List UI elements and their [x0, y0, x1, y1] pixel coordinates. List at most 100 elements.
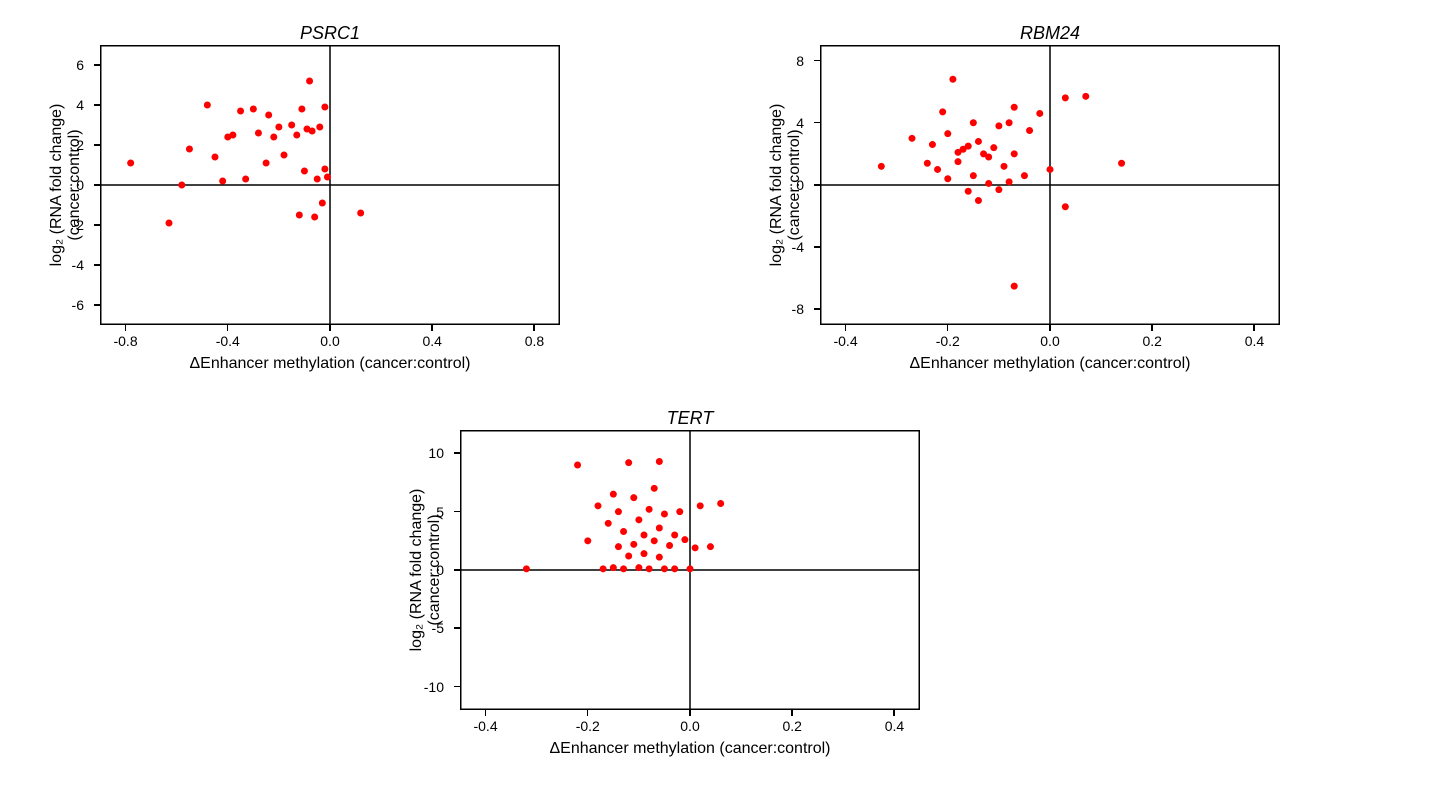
data-point: [656, 525, 663, 532]
data-point: [661, 565, 668, 572]
data-point: [263, 160, 270, 167]
data-point: [970, 119, 977, 126]
x-tick-label: 0.2: [782, 718, 801, 734]
data-point: [610, 564, 617, 571]
data-point: [697, 502, 704, 509]
x-tick-label: 0.0: [1040, 333, 1059, 349]
data-point: [681, 536, 688, 543]
x-tick-label: -0.4: [473, 718, 497, 734]
plot-area: [100, 45, 560, 325]
data-point: [717, 500, 724, 507]
data-point: [1011, 150, 1018, 157]
y-axis-label: log₂ (RNA fold change)(cancer:control): [48, 45, 85, 325]
data-point: [309, 128, 316, 135]
data-point: [687, 565, 694, 572]
data-point: [319, 200, 326, 207]
scatter-panel-tert: TERT-0.4-0.20.00.20.4-10-50510ΔEnhancer …: [460, 430, 920, 710]
data-point: [306, 78, 313, 85]
data-point: [651, 485, 658, 492]
data-point: [666, 542, 673, 549]
data-point: [975, 138, 982, 145]
data-point: [692, 544, 699, 551]
data-point: [1006, 178, 1013, 185]
data-point: [970, 172, 977, 179]
data-point: [620, 528, 627, 535]
data-point: [316, 124, 323, 131]
data-point: [949, 76, 956, 83]
data-point: [620, 565, 627, 572]
data-point: [270, 134, 277, 141]
data-point: [186, 146, 193, 153]
data-point: [242, 176, 249, 183]
data-point: [296, 212, 303, 219]
y-axis-label: log₂ (RNA fold change)(cancer:control): [768, 45, 805, 325]
data-point: [1036, 110, 1043, 117]
data-point: [584, 537, 591, 544]
scatter-panel-psrc1: PSRC1-0.8-0.40.00.40.8-6-4-20246ΔEnhance…: [100, 45, 560, 325]
data-point: [357, 210, 364, 217]
x-tick-label: 0.4: [1245, 333, 1264, 349]
data-point: [641, 532, 648, 539]
data-point: [707, 543, 714, 550]
data-point: [646, 506, 653, 513]
data-point: [995, 122, 1002, 129]
data-point: [909, 135, 916, 142]
data-point: [965, 143, 972, 150]
x-tick-label: 0.4: [422, 333, 441, 349]
x-tick-label: -0.4: [833, 333, 857, 349]
data-point: [630, 541, 637, 548]
data-point: [924, 160, 931, 167]
data-point: [965, 188, 972, 195]
data-point: [1082, 93, 1089, 100]
x-tick-label: -0.4: [216, 333, 240, 349]
plot-area: [460, 430, 920, 710]
data-point: [975, 197, 982, 204]
data-point: [635, 564, 642, 571]
data-point: [1062, 94, 1069, 101]
data-point: [212, 154, 219, 161]
data-point: [955, 158, 962, 165]
data-point: [127, 160, 134, 167]
data-point: [250, 106, 257, 113]
data-point: [671, 532, 678, 539]
scatter-panel-rbm24: RBM24-0.4-0.20.00.20.4-8-4048ΔEnhancer m…: [820, 45, 1280, 325]
data-point: [574, 462, 581, 469]
plot-title: TERT: [460, 408, 920, 429]
x-tick-label: -0.8: [113, 333, 137, 349]
data-point: [985, 180, 992, 187]
data-point: [934, 166, 941, 173]
data-point: [324, 174, 331, 181]
data-point: [625, 459, 632, 466]
x-tick-label: -0.2: [936, 333, 960, 349]
data-point: [676, 508, 683, 515]
data-point: [641, 550, 648, 557]
data-point: [944, 175, 951, 182]
data-point: [1021, 172, 1028, 179]
data-point: [275, 124, 282, 131]
data-point: [595, 502, 602, 509]
data-point: [298, 106, 305, 113]
data-point: [610, 491, 617, 498]
data-point: [301, 168, 308, 175]
data-point: [990, 144, 997, 151]
x-axis-label: ΔEnhancer methylation (cancer:control): [100, 355, 560, 373]
x-axis-label: ΔEnhancer methylation (cancer:control): [820, 355, 1280, 373]
data-point: [219, 178, 226, 185]
data-point: [1026, 127, 1033, 134]
x-tick-label: 0.0: [680, 718, 699, 734]
data-point: [237, 108, 244, 115]
data-point: [878, 163, 885, 170]
x-axis-label: ΔEnhancer methylation (cancer:control): [460, 740, 920, 758]
data-point: [523, 565, 530, 572]
data-point: [661, 511, 668, 518]
data-point: [646, 565, 653, 572]
data-point: [1006, 119, 1013, 126]
data-point: [288, 122, 295, 129]
data-point: [615, 543, 622, 550]
data-point: [625, 553, 632, 560]
plot-title: RBM24: [820, 23, 1280, 44]
x-tick-label: 0.0: [320, 333, 339, 349]
data-point: [321, 104, 328, 111]
data-point: [204, 102, 211, 109]
data-point: [1011, 104, 1018, 111]
